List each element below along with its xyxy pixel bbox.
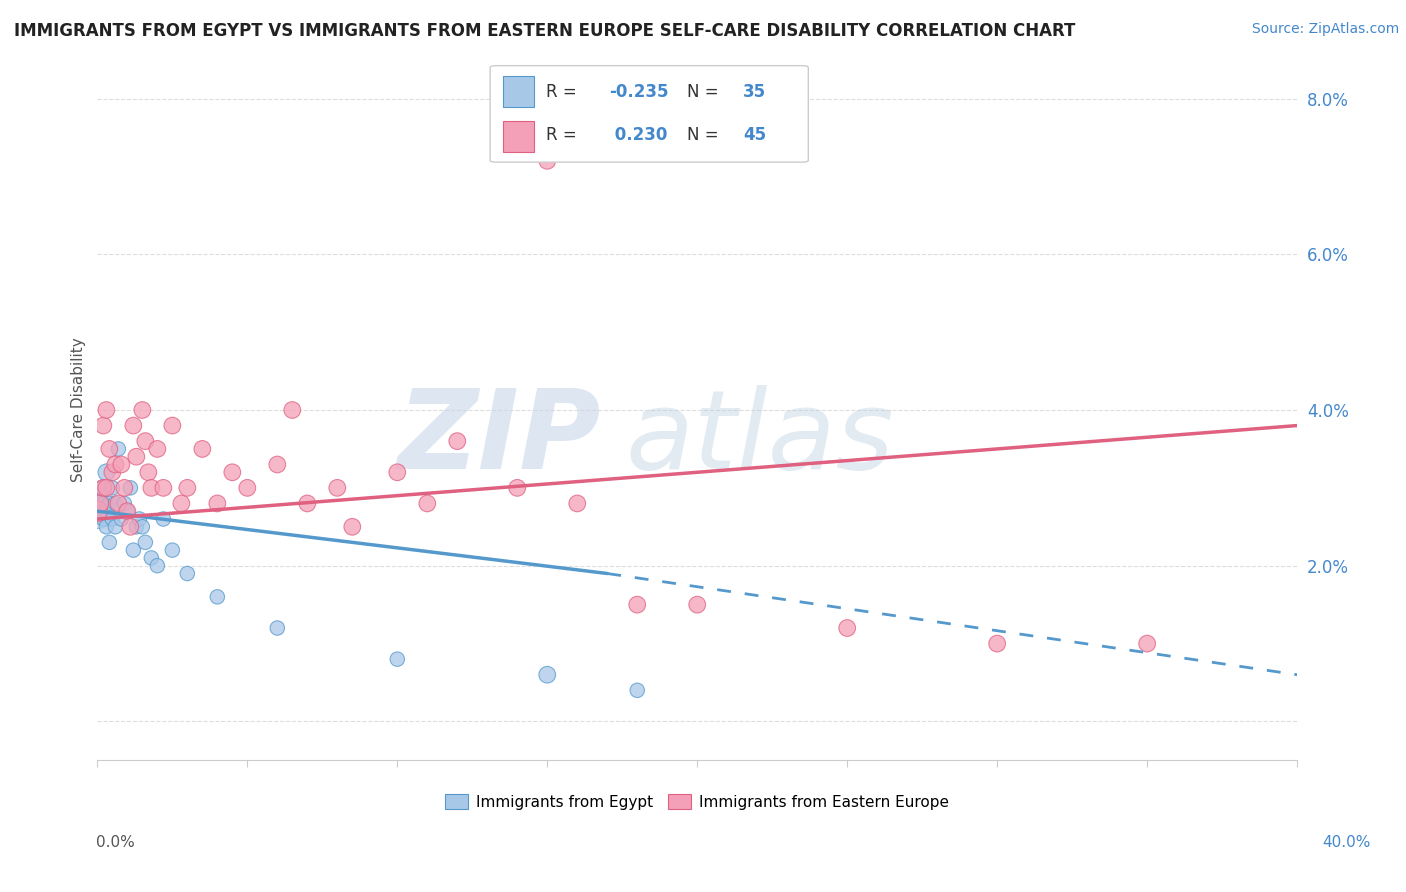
Point (134, 535, 156, 549)
Point (266, 458, 288, 472)
Point (1136, 637, 1159, 651)
Point (117, 504, 139, 518)
Point (93, 496, 115, 510)
Point (96, 520, 118, 534)
Point (101, 481, 124, 495)
Point (221, 465, 243, 479)
Point (686, 598, 709, 612)
Point (626, 683, 648, 698)
Point (536, 153, 558, 168)
Point (117, 504, 139, 518)
Point (134, 434, 156, 449)
Point (236, 481, 259, 495)
Point (342, 520, 364, 534)
Point (281, 403, 304, 417)
Point (112, 481, 135, 495)
Point (112, 496, 135, 510)
Point (176, 481, 198, 495)
Point (152, 512, 174, 526)
Point (101, 512, 124, 526)
Text: Source: ZipAtlas.com: Source: ZipAtlas.com (1251, 22, 1399, 37)
Point (986, 637, 1008, 651)
Point (176, 566, 198, 581)
Point (93, 418, 115, 433)
Point (96, 504, 118, 518)
Point (146, 442, 169, 456)
Point (125, 450, 148, 464)
Point (138, 465, 160, 479)
Point (131, 403, 153, 417)
Point (120, 520, 142, 534)
Point (93, 481, 115, 495)
Point (110, 512, 132, 526)
Point (162, 418, 184, 433)
Legend: Immigrants from Egypt, Immigrants from Eastern Europe: Immigrants from Egypt, Immigrants from E… (439, 788, 955, 816)
Text: 40.0%: 40.0% (1323, 836, 1371, 850)
Point (86, 496, 108, 510)
Point (152, 481, 174, 495)
Point (141, 550, 163, 565)
Point (146, 558, 169, 573)
Point (101, 465, 124, 479)
Point (416, 496, 439, 510)
Point (98, 535, 121, 549)
Point (89, 496, 111, 510)
Point (104, 458, 127, 472)
Point (104, 520, 127, 534)
Point (162, 543, 184, 558)
Point (107, 496, 129, 510)
Point (93, 481, 115, 495)
Text: 0.0%: 0.0% (96, 836, 135, 850)
Point (86, 504, 108, 518)
Point (266, 621, 288, 635)
Point (506, 481, 529, 495)
Point (86, 504, 108, 518)
Point (170, 496, 193, 510)
Point (626, 598, 648, 612)
Point (536, 667, 558, 681)
Point (120, 481, 142, 495)
Point (98, 442, 121, 456)
Point (207, 496, 229, 510)
Point (326, 481, 349, 495)
Point (837, 621, 859, 635)
Point (96, 465, 118, 479)
Point (297, 496, 319, 510)
Text: ZIP: ZIP (398, 384, 602, 491)
Point (128, 512, 150, 526)
Point (93, 512, 115, 526)
Y-axis label: Self-Care Disability: Self-Care Disability (72, 337, 86, 483)
Point (122, 418, 145, 433)
Point (107, 442, 129, 456)
Point (96, 481, 118, 495)
Point (567, 496, 589, 510)
Point (96, 403, 118, 417)
Point (110, 458, 132, 472)
Point (86, 504, 108, 518)
Point (387, 652, 409, 666)
Point (98, 496, 121, 510)
Text: IMMIGRANTS FROM EGYPT VS IMMIGRANTS FROM EASTERN EUROPE SELF-CARE DISABILITY COR: IMMIGRANTS FROM EGYPT VS IMMIGRANTS FROM… (14, 22, 1076, 40)
Point (89, 504, 111, 518)
Point (89, 489, 111, 503)
Text: atlas: atlas (626, 384, 894, 491)
Point (122, 543, 145, 558)
Point (141, 481, 163, 495)
Point (125, 520, 148, 534)
Point (191, 442, 214, 456)
Point (104, 496, 127, 510)
Point (446, 434, 468, 449)
Point (387, 465, 409, 479)
Point (207, 590, 229, 604)
Point (131, 520, 153, 534)
